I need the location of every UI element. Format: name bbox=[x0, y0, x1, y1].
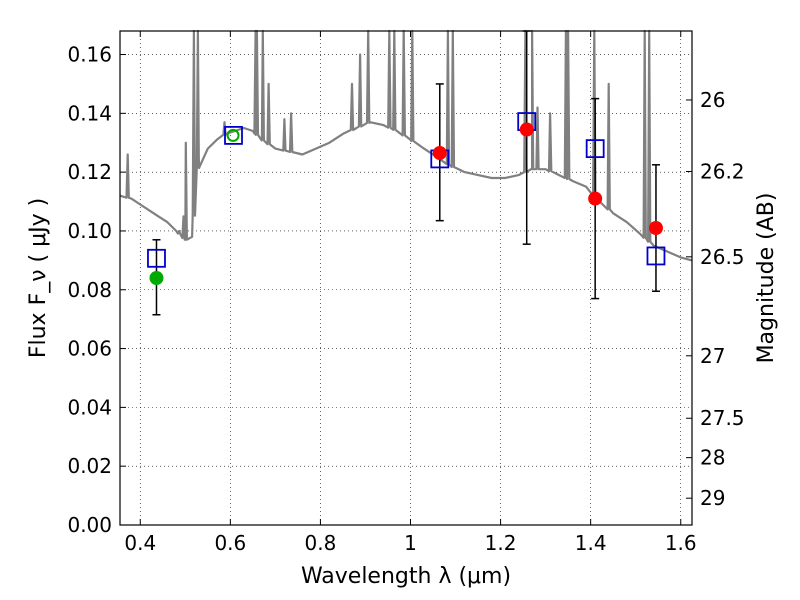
y-tick-label: 0.08 bbox=[67, 278, 112, 302]
y-tick-label: 0.14 bbox=[67, 101, 112, 125]
model-spectrum bbox=[119, 29, 693, 262]
y-axis-label: Flux F_ν ( μJy ) bbox=[26, 198, 51, 358]
mag-tick-label: 26 bbox=[700, 88, 725, 112]
x-tick-label: 1 bbox=[404, 531, 417, 555]
observed-point bbox=[432, 146, 447, 161]
sed-line bbox=[119, 29, 693, 262]
y-tick-label: 0.12 bbox=[67, 160, 112, 184]
mag-tick-label: 26.2 bbox=[700, 159, 745, 183]
plot-frame bbox=[119, 30, 693, 526]
mag-tick-label: 28 bbox=[700, 446, 725, 470]
model-photometry-marker bbox=[585, 139, 605, 159]
data-points bbox=[147, 30, 666, 316]
observed-point bbox=[519, 122, 534, 137]
y-tick-label: 0.00 bbox=[67, 513, 112, 537]
axis-ticks: 0.4 0.6 0.8 1 1.2 1.4 1.6 0.00 0.02 0.04 0.06 0.08 0… bbox=[67, 31, 745, 555]
x-tick-label: 0.4 bbox=[124, 531, 156, 555]
model-photometry-marker bbox=[224, 125, 243, 145]
x-axis-label: Wavelength λ (μm) bbox=[301, 564, 511, 589]
grid bbox=[120, 31, 692, 526]
y-tick-label: 0.04 bbox=[67, 395, 112, 419]
mag-tick-label: 26.5 bbox=[700, 245, 745, 269]
observed-point bbox=[226, 128, 240, 142]
mag-tick-label: 27.5 bbox=[700, 406, 745, 430]
y-tick-label: 0.10 bbox=[67, 219, 112, 243]
y-tick-label: 0.16 bbox=[67, 43, 112, 67]
right-axis-label: Magnitude (AB) bbox=[754, 193, 779, 364]
mag-tick-label: 29 bbox=[700, 486, 725, 510]
model-photometry-marker bbox=[646, 246, 666, 266]
observed-point bbox=[588, 191, 603, 206]
y-tick-label: 0.06 bbox=[67, 337, 112, 361]
model-photometry-marker bbox=[147, 248, 166, 268]
x-tick-label: 1.6 bbox=[665, 531, 697, 555]
x-tick-label: 0.8 bbox=[305, 531, 337, 555]
observed-point bbox=[648, 221, 663, 236]
x-tick-label: 1.2 bbox=[485, 531, 517, 555]
mag-tick-label: 27 bbox=[700, 344, 725, 368]
x-tick-label: 1.4 bbox=[575, 531, 607, 555]
observed-point bbox=[149, 271, 164, 285]
y-tick-label: 0.02 bbox=[67, 454, 112, 478]
x-tick-label: 0.6 bbox=[214, 531, 246, 555]
